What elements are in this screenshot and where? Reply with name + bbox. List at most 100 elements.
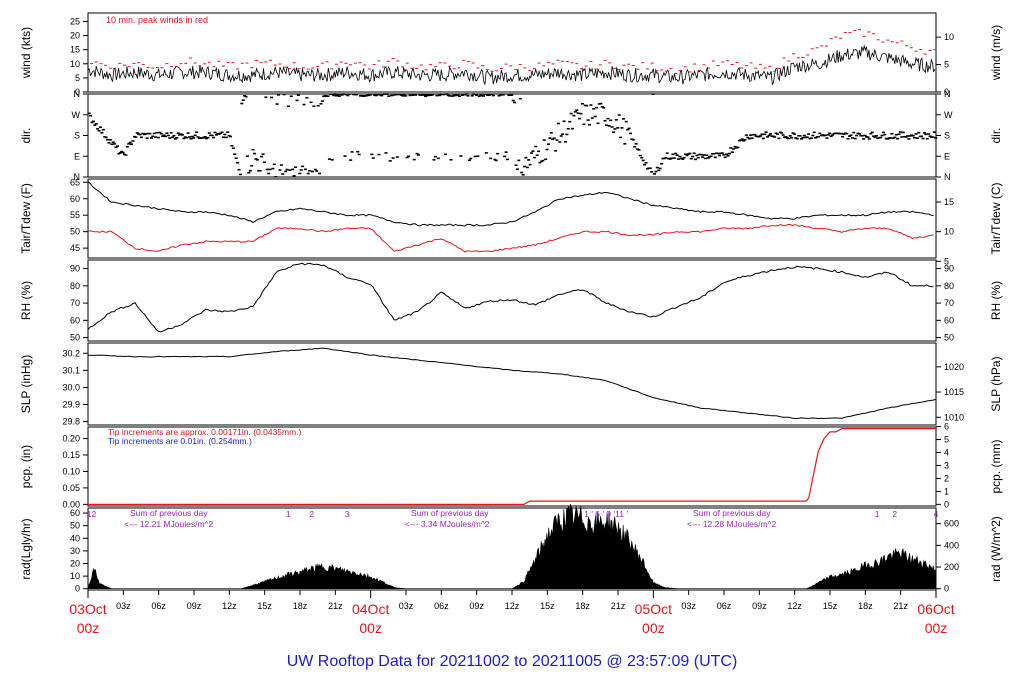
pcp-ylabel-right: pcp. (mm) [989, 439, 1003, 493]
dir-tick-label: N [74, 172, 81, 182]
wind-left-tick-label: 10 [70, 59, 80, 69]
x-hour-label: 12z [505, 601, 520, 611]
rh-left-tick-label: 70 [70, 298, 80, 308]
rad-hour-mark: 2 [892, 509, 897, 519]
slp-panel-frame [87, 342, 937, 426]
rad-sum-1-line2: <--- 12.21 MJoules/m^2 [124, 519, 214, 529]
rad-left-tick-label: 50 [70, 521, 80, 531]
slp-right-tick-label: 1015 [944, 387, 964, 397]
x-hour-label: 03z [116, 601, 131, 611]
pcp-right-tick-label: 5 [944, 435, 949, 445]
rad-left-tick-label: 0 [75, 584, 80, 594]
rad-hour-mark: 12 [87, 509, 97, 519]
dir-tick-label: S [74, 131, 80, 141]
dir-tick-label: N [944, 172, 951, 182]
x-hour-label: 15z [540, 601, 555, 611]
rad-hour-mark: 1 [875, 509, 880, 519]
slp-left-tick-label: 30.0 [62, 382, 80, 392]
rh-right-tick-label: 90 [944, 264, 954, 274]
wind-panel-frame [87, 12, 937, 93]
wind-right-tick-label: 10 [944, 32, 954, 42]
slp-ylabel-left: SLP (inHg) [19, 355, 33, 413]
rh-right-tick-label: 80 [944, 281, 954, 291]
wind-left-tick-label: 25 [70, 16, 80, 26]
x-hour-label: 18z [293, 601, 308, 611]
rad-sum-2-line2: <--- 3.34 MJoules/m^2 [405, 519, 490, 529]
x-hour-label: 09z [469, 601, 484, 611]
x-hour-label: 21z [611, 601, 626, 611]
x-hour-label: 12z [787, 601, 802, 611]
x-day-hour-label: 00z [642, 620, 665, 636]
rad-hour-mark: 3 [345, 509, 350, 519]
pcp-tip-note-blue: Tip increments are 0.01in. (0.254mm.) [108, 436, 252, 446]
rad-left-tick-label: 60 [70, 508, 80, 518]
pcp-left-tick-label: 0.15 [62, 450, 80, 460]
x-hour-label: 12z [222, 601, 237, 611]
pcp-left-tick-label: 0.05 [62, 483, 80, 493]
x-day-hour-label: 00z [925, 620, 948, 636]
pcp-right-tick-label: 6 [944, 422, 949, 432]
chart-title: UW Rooftop Data for 20211002 to 20211005… [287, 653, 738, 670]
rad-ylabel-left: rad(Lgly/hr) [19, 518, 33, 579]
pcp-right-tick-label: 1 [944, 486, 949, 496]
temp-right-tick-label: 10 [944, 227, 954, 237]
temp-left-tick-label: 65 [70, 177, 80, 187]
x-hour-label: 09z [752, 601, 767, 611]
x-hour-label: 06z [717, 601, 732, 611]
wind-right-tick-label: 0 [944, 87, 949, 97]
slp-left-tick-label: 30.1 [62, 365, 80, 375]
rad-sum-2-line1: Sum of previous day [411, 508, 489, 518]
pcp-left-tick-label: 0.10 [62, 466, 80, 476]
temp-ylabel-right: Tair/Tdew (C) [989, 182, 1003, 254]
temp-panel-frame [87, 178, 937, 259]
dir-tick-label: N [944, 89, 951, 99]
x-day-label: 03Oct [69, 601, 106, 617]
wind-ylabel-left: wind (kts) [19, 27, 33, 79]
wind-left-tick-label: 15 [70, 45, 80, 55]
x-hour-label: 18z [858, 601, 873, 611]
dir-ylabel-right: dir. [989, 127, 1003, 143]
x-hour-label: 21z [893, 601, 908, 611]
rad-series [87, 504, 937, 590]
rad-sum-3-line2: <--- 12.28 MJoules/m^2 [687, 519, 777, 529]
rh-right-tick-label: 70 [944, 298, 954, 308]
pcp-panel-frame [87, 426, 937, 507]
rh-ylabel-right: RH (%) [989, 281, 1003, 320]
x-day-label: 06Oct [917, 601, 954, 617]
dir-tick-label: N [74, 89, 81, 99]
rh-left-tick-label: 60 [70, 315, 80, 325]
x-hour-label: 09z [187, 601, 202, 611]
pcp-right-tick-label: 2 [944, 473, 949, 483]
rad-hour-mark: 1 [286, 509, 291, 519]
pcp-ylabel-left: pcp. (in) [19, 445, 33, 488]
rad-left-tick-label: 20 [70, 559, 80, 569]
rad-panel-frame [87, 507, 937, 591]
pcp-right-tick-label: 3 [944, 460, 949, 470]
rad-left-tick-label: 40 [70, 533, 80, 543]
wind-peak-note: 10 min. peak winds in red [106, 15, 208, 25]
temp-left-tick-label: 55 [70, 210, 80, 220]
x-hour-label: 21z [328, 601, 343, 611]
wind-left-tick-label: 20 [70, 31, 80, 41]
rad-sum-1-line1: Sum of previous day [130, 508, 208, 518]
dir-tick-label: E [74, 151, 80, 161]
dir-tick-label: S [944, 131, 950, 141]
rh-panel-frame [87, 259, 937, 342]
x-hour-label: 06z [151, 601, 166, 611]
rad-right-tick-label: 200 [944, 562, 959, 572]
x-day-label: 04Oct [352, 601, 389, 617]
temp-left-tick-label: 60 [70, 194, 80, 204]
x-hour-label: 18z [575, 601, 590, 611]
slp-left-tick-label: 29.8 [62, 417, 80, 427]
slp-series [87, 347, 937, 420]
slp-left-tick-label: 30.2 [62, 348, 80, 358]
rad-ylabel-right: rad (W/m^2) [989, 516, 1003, 582]
x-hour-label: 03z [681, 601, 696, 611]
x-hour-label: 06z [434, 601, 449, 611]
rh-left-tick-label: 50 [70, 333, 80, 343]
pcp-tip-note-red: Tip increments are approx. 0.00171in. (0… [108, 427, 302, 437]
pcp-left-tick-label: 0.20 [62, 434, 80, 444]
temp-left-tick-label: 45 [70, 243, 80, 253]
